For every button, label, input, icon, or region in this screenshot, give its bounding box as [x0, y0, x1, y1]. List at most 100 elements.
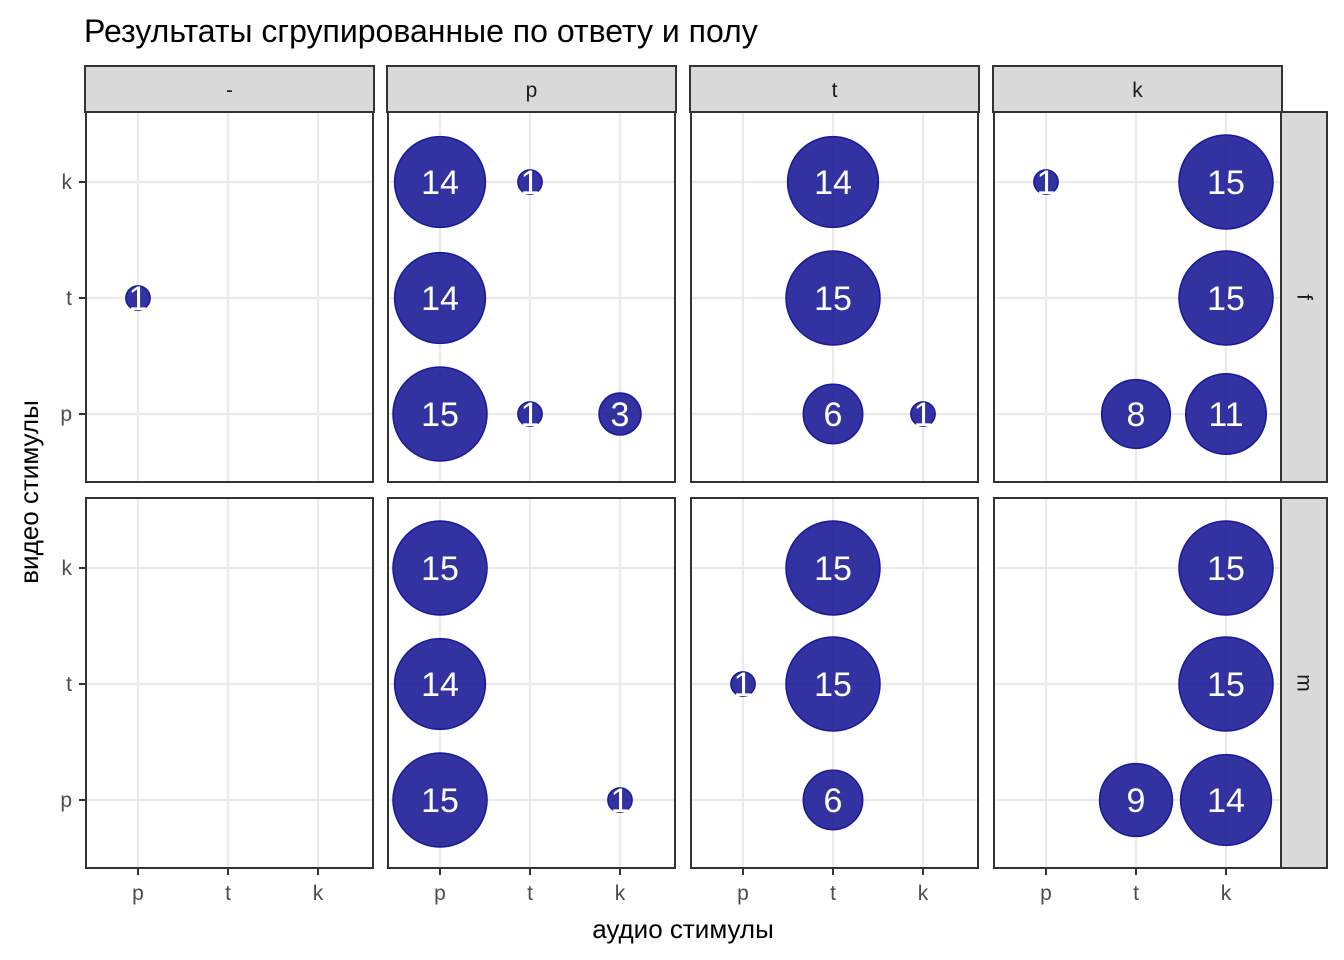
bubble-circle — [517, 169, 543, 195]
bubble-count-label: 3 — [611, 396, 630, 434]
bubble-circle — [607, 787, 633, 813]
bubble: 1 — [517, 396, 543, 434]
bubble-circle — [910, 401, 936, 427]
bubble-count-label: 14 — [814, 164, 852, 202]
bubble: 15 — [1178, 134, 1274, 230]
y-tick-label: p — [60, 403, 72, 426]
bubble-count-label: 15 — [1207, 550, 1245, 588]
bubble-count-label: 1 — [1037, 164, 1056, 202]
bubble-count-label: 1 — [914, 396, 933, 434]
x-tick-label: p — [1040, 882, 1052, 905]
bubble-count-label: 9 — [1127, 782, 1146, 820]
bubble-count-label: 1 — [129, 280, 148, 318]
y-tick-label: p — [60, 789, 72, 812]
bubble-count-label: 14 — [421, 164, 459, 202]
bubble: 14 — [393, 135, 487, 229]
bubble-count-label: 1 — [611, 782, 630, 820]
y-tick-label: k — [62, 171, 73, 194]
bubble: 11 — [1185, 373, 1267, 455]
row-strip-label: m — [1293, 674, 1316, 692]
bubble: 6 — [802, 769, 864, 831]
bubble-circle — [785, 520, 881, 616]
bubble-circle — [1033, 169, 1059, 195]
x-tick-label: k — [615, 882, 626, 905]
bubble-circle — [393, 251, 487, 345]
bubble-circle — [802, 383, 864, 445]
column-strip — [992, 65, 1283, 113]
x-tick-label: k — [918, 882, 929, 905]
bubble-circle — [1178, 250, 1274, 346]
bubble-count-label: 11 — [1208, 396, 1243, 434]
bubble: 15 — [392, 366, 488, 462]
bubble: 1 — [1033, 164, 1059, 202]
bubble-circle — [1179, 753, 1273, 847]
bubble: 1 — [517, 164, 543, 202]
bubble: 1 — [125, 280, 151, 318]
bubble: 15 — [785, 250, 881, 346]
bubble-circle — [785, 250, 881, 346]
bubble: 1 — [910, 396, 936, 434]
bubble: 9 — [1098, 762, 1174, 838]
x-tick-label: p — [737, 882, 749, 905]
bubble-circle — [392, 366, 488, 462]
bubble-count-label: 15 — [814, 550, 852, 588]
column-strip-label: - — [226, 79, 233, 102]
x-tick-label: t — [830, 882, 836, 905]
bubble-circle — [1178, 134, 1274, 230]
x-tick-label: t — [225, 882, 231, 905]
bubble-count-label: 15 — [421, 396, 459, 434]
x-tick-label: t — [527, 882, 533, 905]
bubble: 6 — [802, 383, 864, 445]
panel-border — [690, 497, 979, 869]
x-tick-label: p — [132, 882, 144, 905]
bubble-count-label: 14 — [1207, 782, 1245, 820]
bubble: 15 — [785, 520, 881, 616]
bubble: 15 — [1178, 636, 1274, 732]
y-tick-label: k — [62, 557, 73, 580]
bubble-circle — [1098, 762, 1174, 838]
bubble: 15 — [1178, 520, 1274, 616]
bubble-count-label: 1 — [521, 396, 540, 434]
column-strip-label: k — [1132, 79, 1143, 102]
panel-border — [387, 497, 676, 869]
bubble: 1 — [607, 782, 633, 820]
bubble-count-label: 14 — [421, 666, 459, 704]
bubble-count-label: 15 — [1207, 280, 1245, 318]
bubble-circle — [392, 520, 488, 616]
bubble-count-label: 14 — [421, 280, 459, 318]
bubble-circle — [1185, 373, 1267, 455]
x-axis-title: аудио стимулы — [592, 914, 774, 944]
bubble-circle — [786, 135, 880, 229]
bubble: 15 — [392, 520, 488, 616]
bubble-circle — [517, 401, 543, 427]
bubble-count-label: 15 — [1207, 666, 1245, 704]
row-strip — [1280, 111, 1328, 483]
column-strip — [84, 65, 375, 113]
bubble-count-label: 15 — [814, 280, 852, 318]
column-strip-label: t — [832, 79, 838, 102]
bubble-count-label: 15 — [1207, 164, 1245, 202]
bubble: 15 — [785, 636, 881, 732]
bubble-circle — [1178, 520, 1274, 616]
y-tick-label: t — [66, 287, 72, 310]
column-strip — [386, 65, 677, 113]
bubble: 14 — [393, 251, 487, 345]
bubble-circle — [392, 752, 488, 848]
y-tick-label: t — [66, 673, 72, 696]
bubble-count-label: 15 — [814, 666, 852, 704]
bubble-count-label: 8 — [1127, 396, 1146, 434]
x-tick-label: p — [434, 882, 446, 905]
bubble: 1 — [730, 666, 756, 704]
bubble-circle — [125, 285, 151, 311]
bubble-count-label: 1 — [734, 666, 753, 704]
bubble: 15 — [1178, 250, 1274, 346]
x-tick-label: k — [313, 882, 324, 905]
bubble-count-label: 15 — [421, 550, 459, 588]
bubble: 8 — [1100, 378, 1172, 450]
bubble-count-label: 1 — [521, 164, 540, 202]
bubble: 14 — [393, 637, 487, 731]
bubble: 15 — [392, 752, 488, 848]
bubble-count-label: 6 — [824, 782, 843, 820]
